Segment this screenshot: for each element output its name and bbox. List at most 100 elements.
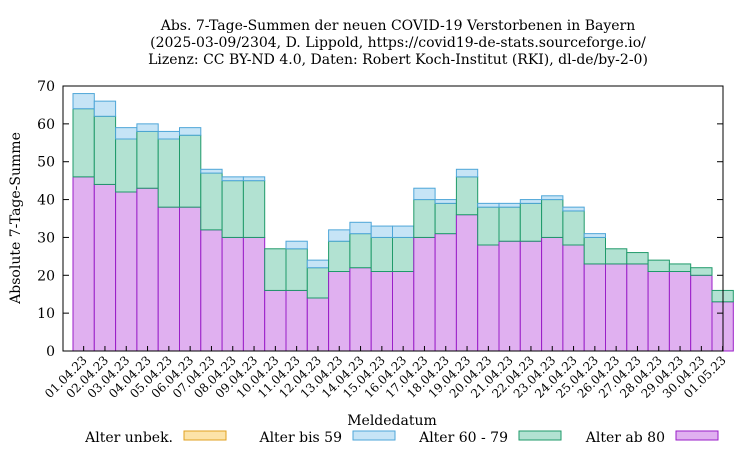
bar-alter-60-79-27.04.23 (626, 252, 649, 265)
bar-alter-60-79-07.04.23 (200, 172, 223, 231)
bar-alter-60-79-04.04.23 (136, 130, 159, 189)
legend-label: Alter bis 59 (258, 430, 342, 446)
bar-alter-ab-80-05.04.23 (157, 206, 180, 352)
bar-alter-bis-59-21.04.23 (498, 202, 521, 208)
bar-alter-bis-59-13.04.23 (328, 229, 351, 242)
bar-alter-ab-80-15.04.23 (370, 271, 394, 352)
bar-alter-bis-59-22.04.23 (519, 199, 543, 204)
y-tick-label: 40 (37, 193, 55, 209)
bar-alter-bis-59-14.04.23 (349, 221, 372, 235)
bar-alter-60-79-18.04.23 (434, 202, 457, 235)
bar-alter-ab-80-02.04.23 (93, 183, 117, 352)
bar-alter-ab-80-22.04.23 (519, 240, 543, 352)
bar-alter-bis-59-01.04.23 (72, 93, 95, 110)
bar-alter-ab-80-17.04.23 (413, 236, 436, 352)
bar-alter-60-79-06.04.23 (179, 134, 202, 208)
y-tick-label: 0 (46, 344, 55, 360)
chart-title: Abs. 7-Tage-Summen der neuen COVID-19 Ve… (148, 18, 648, 68)
bar-alter-60-79-16.04.23 (392, 236, 415, 272)
bar-alter-ab-80-09.04.23 (242, 236, 266, 352)
bar-alter-ab-80-14.04.23 (349, 267, 372, 352)
bar-alter-ab-80-18.04.23 (434, 233, 457, 352)
bar-alter-60-79-20.04.23 (477, 206, 500, 246)
bar-alter-60-79-19.04.23 (455, 176, 479, 216)
bar-alter-ab-80-19.04.23 (455, 214, 479, 352)
title-line-1: Abs. 7-Tage-Summen der neuen COVID-19 Ve… (160, 18, 636, 34)
bar-alter-60-79-15.04.23 (370, 236, 394, 272)
y-tick-label: 50 (37, 155, 55, 171)
bar-alter-ab-80-10.04.23 (264, 289, 287, 352)
y-tick-label: 10 (37, 306, 55, 322)
bar-alter-bis-59-02.04.23 (93, 100, 117, 117)
bar-alter-ab-80-04.04.23 (136, 187, 159, 352)
bar-alter-60-79-23.04.23 (541, 199, 564, 238)
bar-alter-60-79-25.04.23 (583, 236, 607, 265)
bar-alter-bis-59-16.04.23 (392, 225, 415, 238)
bar-alter-ab-80-07.04.23 (200, 229, 223, 352)
bar-alter-ab-80-11.04.23 (285, 289, 308, 352)
bar-alter-ab-80-28.04.23 (647, 271, 670, 352)
bar-alter-bis-59-07.04.23 (200, 168, 223, 174)
bar-alter-60-79-29.04.23 (668, 263, 692, 272)
bar-alter-60-79-08.04.23 (221, 180, 244, 238)
bar-alter-60-79-01.04.23 (72, 108, 95, 178)
plot-frame (62, 85, 724, 352)
bar-alter-ab-80-23.04.23 (541, 236, 564, 352)
bar-alter-ab-80-13.04.23 (328, 271, 351, 352)
bar-alter-60-79-12.04.23 (306, 267, 330, 299)
bar-alter-60-79-11.04.23 (285, 248, 308, 291)
y-axis: 0 10 20 30 40 50 60 70 (37, 79, 723, 360)
bar-alter-bis-59-12.04.23 (306, 259, 330, 269)
bar-alter-ab-80-08.04.23 (221, 236, 244, 352)
bar-alter-60-79-14.04.23 (349, 233, 372, 269)
y-tick-label: 60 (37, 117, 55, 133)
bar-alter-ab-80-25.04.23 (583, 263, 607, 352)
bar-alter-ab-80-03.04.23 (115, 191, 138, 352)
bar-alter-ab-80-30.04.23 (690, 274, 713, 352)
bar-alter-bis-59-09.04.23 (242, 176, 266, 182)
title-line-2: (2025-03-09/2304, D. Lippold, https://co… (150, 35, 646, 51)
y-axis-label: Absolute 7-Tage-Summe (8, 132, 24, 305)
bar-alter-bis-59-08.04.23 (221, 176, 244, 182)
bar-alter-ab-80-06.04.23 (179, 206, 202, 352)
legend-swatch (352, 430, 396, 441)
y-tick-label: 20 (37, 268, 55, 284)
bar-alter-ab-80-26.04.23 (605, 263, 628, 352)
legend-swatch (183, 430, 227, 441)
bar-alter-60-79-02.04.23 (93, 115, 117, 185)
legend-swatch (675, 430, 719, 441)
bar-alter-bis-59-11.04.23 (285, 240, 308, 250)
legend-swatch (518, 430, 562, 441)
bar-alter-ab-80-16.04.23 (392, 271, 415, 352)
bar-alter-ab-80-12.04.23 (306, 297, 330, 352)
bar-alter-ab-80-29.04.23 (668, 271, 692, 352)
bar-alter-bis-59-04.04.23 (136, 123, 159, 132)
title-line-3: Lizenz: CC BY-ND 4.0, Daten: Robert Koch… (148, 52, 648, 68)
bar-alter-bis-59-06.04.23 (179, 127, 202, 136)
bar-alter-60-79-03.04.23 (115, 138, 138, 193)
bar-alter-bis-59-05.04.23 (157, 130, 180, 140)
bar-alter-60-79-17.04.23 (413, 199, 436, 238)
bar-alter-bis-59-18.04.23 (434, 199, 457, 204)
bar-alter-60-79-26.04.23 (605, 248, 628, 265)
y-tick-label: 70 (37, 79, 55, 95)
bar-alter-60-79-13.04.23 (328, 240, 351, 273)
bar-alter-ab-80-20.04.23 (477, 244, 500, 352)
bar-alter-60-79-05.04.23 (157, 138, 180, 208)
bar-alter-bis-59-19.04.23 (455, 168, 479, 178)
bar-alter-60-79-22.04.23 (519, 202, 543, 242)
bar-alter-60-79-24.04.23 (562, 210, 585, 246)
bar-alter-ab-80-01.04.23 (72, 176, 95, 352)
x-axis: 01.04.2302.04.2303.04.2304.04.2305.04.23… (42, 346, 729, 401)
bar-alter-ab-80-24.04.23 (562, 244, 585, 352)
y-tick-label: 30 (37, 230, 55, 246)
x-axis-label: Meldedatum (347, 413, 437, 429)
bar-alter-bis-59-15.04.23 (370, 225, 394, 238)
bar-alter-bis-59-20.04.23 (477, 202, 500, 208)
bar-alter-60-79-28.04.23 (647, 259, 670, 273)
bar-alter-bis-59-25.04.23 (583, 233, 607, 238)
legend: Alter unbek. Alter bis 59 Alter 60 - 79 Alt… (84, 430, 719, 446)
bar-alter-bis-59-23.04.23 (541, 195, 564, 201)
bar-alter-ab-80-27.04.23 (626, 263, 649, 352)
